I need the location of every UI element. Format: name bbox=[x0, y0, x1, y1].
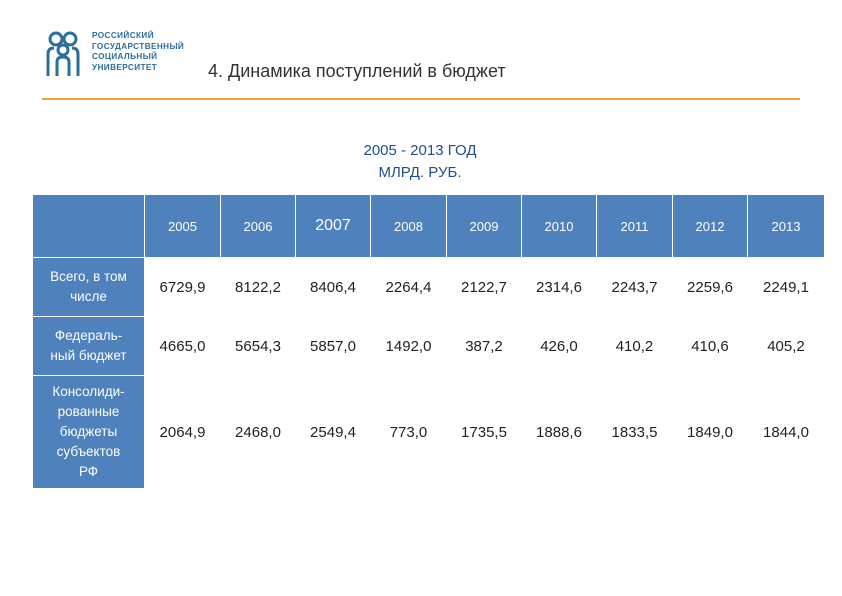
value-cell: 2064,9 bbox=[144, 375, 221, 489]
value-cell: 1844,0 bbox=[747, 375, 825, 489]
value-cell: 410,2 bbox=[596, 316, 673, 376]
value-cell: 2259,6 bbox=[672, 257, 748, 317]
value-cell: 426,0 bbox=[521, 316, 597, 376]
value-cell: 387,2 bbox=[446, 316, 522, 376]
value-cell: 6729,9 bbox=[144, 257, 221, 317]
row-label-line: бюджеты bbox=[59, 424, 118, 439]
value-cell: 2122,7 bbox=[446, 257, 522, 317]
table-subtitle: 2005 - 2013 ГОД МЛРД. РУБ. bbox=[300, 140, 540, 184]
value-cell: 2243,7 bbox=[596, 257, 673, 317]
year-header: 2011 bbox=[596, 194, 673, 258]
year-header: 2007 bbox=[295, 194, 371, 258]
slide-title: 4. Динамика поступлений в бюджет bbox=[208, 61, 506, 81]
value-cell: 8122,2 bbox=[220, 257, 296, 317]
year-header: 2009 bbox=[446, 194, 522, 258]
header-row: 2005 2006 2007 2008 2009 2010 2011 2012 … bbox=[32, 194, 825, 258]
year-header: 2010 bbox=[521, 194, 597, 258]
value-cell: 8406,4 bbox=[295, 257, 371, 317]
value-cell: 2468,0 bbox=[220, 375, 296, 489]
row-label-line: Всего, в том bbox=[50, 269, 127, 284]
value-cell: 2264,4 bbox=[370, 257, 447, 317]
budget-table: 2005 2006 2007 2008 2009 2010 2011 2012 … bbox=[32, 194, 825, 489]
value-cell: 2314,6 bbox=[521, 257, 597, 317]
row-label: Федераль- ный бюджет bbox=[32, 316, 145, 376]
row-label: Всего, в том числе bbox=[32, 257, 145, 317]
row-label-line: Консолиди- bbox=[52, 384, 125, 399]
year-header: 2013 bbox=[747, 194, 825, 258]
value-cell: 1833,5 bbox=[596, 375, 673, 489]
logo-line: СОЦИАЛЬНЫЙ bbox=[92, 52, 158, 62]
corner-cell bbox=[32, 194, 145, 258]
subtitle-units: МЛРД. РУБ. bbox=[378, 164, 462, 181]
logo-text: РОССИЙСКИЙ ГОСУДАРСТВЕННЫЙ СОЦИАЛЬНЫЙ УН… bbox=[92, 31, 184, 73]
table-row: Федераль- ный бюджет 4665,0 5654,3 5857,… bbox=[32, 316, 825, 376]
value-cell: 410,6 bbox=[672, 316, 748, 376]
value-cell: 5857,0 bbox=[295, 316, 371, 376]
row-label: Консолиди- рованные бюджеты субъектов РФ bbox=[32, 375, 145, 489]
value-cell: 5654,3 bbox=[220, 316, 296, 376]
people-logo-icon bbox=[46, 31, 80, 76]
logo-line: РОССИЙСКИЙ bbox=[92, 31, 154, 40]
logo-line: УНИВЕРСИТЕТ bbox=[92, 62, 158, 72]
row-label-line: РФ bbox=[78, 464, 99, 479]
value-cell: 1735,5 bbox=[446, 375, 522, 489]
value-cell: 405,2 bbox=[747, 316, 825, 376]
subtitle-period: 2005 - 2013 ГОД bbox=[363, 142, 477, 159]
value-cell: 2549,4 bbox=[295, 375, 371, 489]
year-header: 2005 bbox=[144, 194, 221, 258]
year-header: 2008 bbox=[370, 194, 447, 258]
value-cell: 773,0 bbox=[370, 375, 447, 489]
row-label-line: числе bbox=[70, 289, 107, 304]
title-divider bbox=[42, 98, 800, 100]
value-cell: 4665,0 bbox=[144, 316, 221, 376]
value-cell: 2249,1 bbox=[747, 257, 825, 317]
row-label-line: ный бюджет bbox=[50, 348, 127, 363]
row-label-line: Федераль- bbox=[54, 328, 123, 343]
year-header: 2012 bbox=[672, 194, 748, 258]
university-logo: РОССИЙСКИЙ ГОСУДАРСТВЕННЫЙ СОЦИАЛЬНЫЙ УН… bbox=[44, 30, 204, 82]
table-row: Всего, в том числе 6729,9 8122,2 8406,4 … bbox=[32, 257, 825, 317]
value-cell: 1492,0 bbox=[370, 316, 447, 376]
value-cell: 1888,6 bbox=[521, 375, 597, 489]
table-row: Консолиди- рованные бюджеты субъектов РФ… bbox=[32, 375, 825, 489]
value-cell: 1849,0 bbox=[672, 375, 748, 489]
row-label-line: рованные bbox=[57, 404, 120, 419]
year-header: 2006 bbox=[220, 194, 296, 258]
logo-line: ГОСУДАРСТВЕННЫЙ bbox=[92, 41, 185, 51]
row-label-line: субъектов bbox=[56, 444, 121, 459]
